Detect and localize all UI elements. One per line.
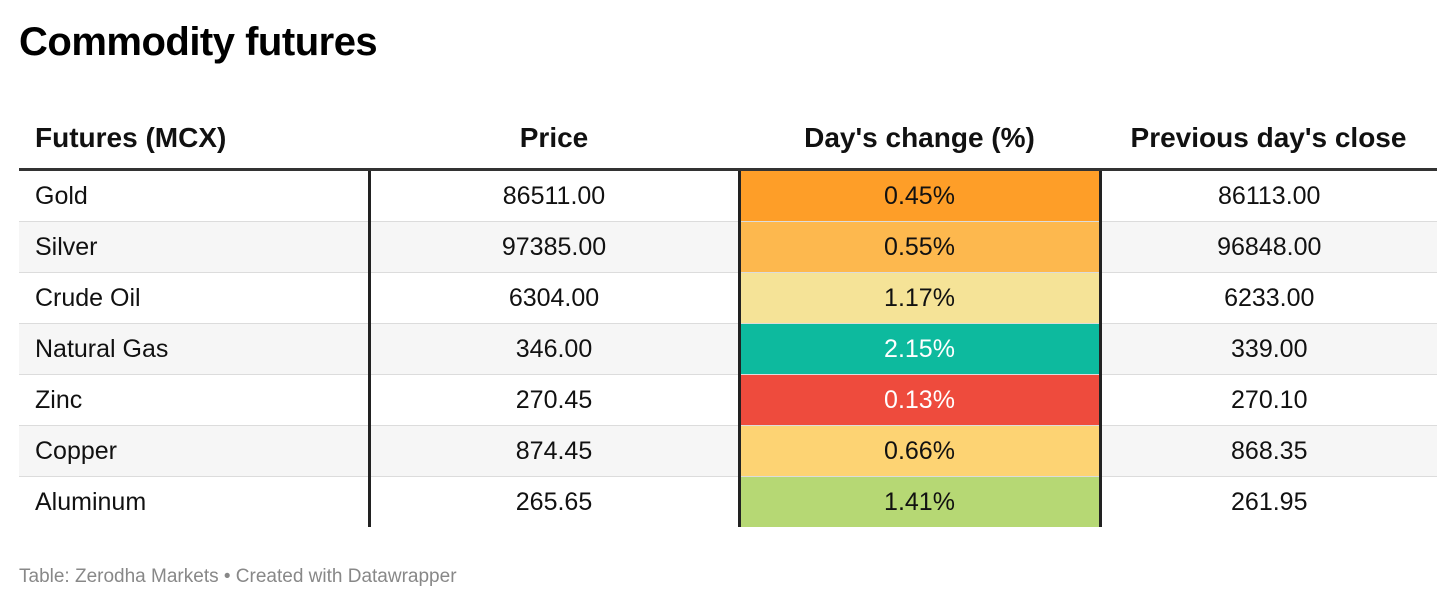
price-cell: 270.45 xyxy=(367,374,739,426)
change-cell: 2.15% xyxy=(737,323,1102,375)
chart-title: Commodity futures xyxy=(19,20,378,64)
change-cell: 0.13% xyxy=(737,374,1102,426)
row-name-cell: Copper xyxy=(19,425,369,477)
price-cell: 6304.00 xyxy=(367,272,739,324)
table-row: Copper 874.45 0.66% 868.35 xyxy=(19,425,1437,477)
table-row: Zinc 270.45 0.13% 270.10 xyxy=(19,374,1437,426)
row-name-cell: Natural Gas xyxy=(19,323,369,375)
row-name-cell: Gold xyxy=(19,169,369,222)
prev-close-cell: 96848.00 xyxy=(1100,221,1437,273)
change-cell: 1.17% xyxy=(737,272,1102,324)
table-row: Silver 97385.00 0.55% 96848.00 xyxy=(19,221,1437,273)
prev-close-cell: 270.10 xyxy=(1100,374,1437,426)
column-header-price: Price xyxy=(369,108,739,171)
row-name-cell: Aluminum xyxy=(35,487,147,516)
price-cell: 346.00 xyxy=(367,323,739,375)
prev-close-cell: 86113.00 xyxy=(1100,169,1437,222)
row-name-cell: Silver xyxy=(19,221,369,273)
header-row: Futures (MCX) Price Day's change (%) Pre… xyxy=(19,108,1437,171)
column-header-change: Day's change (%) xyxy=(739,108,1100,171)
column-header-futures: Futures (MCX) xyxy=(19,108,369,171)
table-row: Aluminum 265.65 1.41% 261.95 xyxy=(19,476,1437,527)
row-name-cell: Zinc xyxy=(19,374,369,426)
price-cell: 874.45 xyxy=(367,425,739,477)
change-cell: 0.55% xyxy=(737,221,1102,273)
table-row: Natural Gas 346.00 2.15% 339.00 xyxy=(19,323,1437,375)
source-footer: Table: Zerodha Markets • Created with Da… xyxy=(19,566,457,587)
price-cell: 97385.00 xyxy=(367,221,739,273)
change-cell: 1.41% xyxy=(737,476,1102,527)
change-cell: 0.45% xyxy=(737,169,1102,222)
change-cell: 0.66% xyxy=(737,425,1102,477)
row-name-cell: Crude Oil xyxy=(19,272,369,324)
prev-close-cell: 868.35 xyxy=(1100,425,1437,477)
prev-close-cell: 261.95 xyxy=(1231,487,1308,516)
table-row: Crude Oil 6304.00 1.17% 6233.00 xyxy=(19,272,1437,324)
prev-close-cell: 339.00 xyxy=(1100,323,1437,375)
price-cell: 86511.00 xyxy=(367,169,739,222)
prev-close-cell: 6233.00 xyxy=(1100,272,1437,324)
commodity-table: Futures (MCX) Price Day's change (%) Pre… xyxy=(19,108,1437,527)
column-header-prev-close: Previous day's close xyxy=(1100,108,1437,171)
table-row: Gold 86511.00 0.45% 86113.00 xyxy=(19,169,1437,222)
price-cell: 265.65 xyxy=(367,476,739,527)
